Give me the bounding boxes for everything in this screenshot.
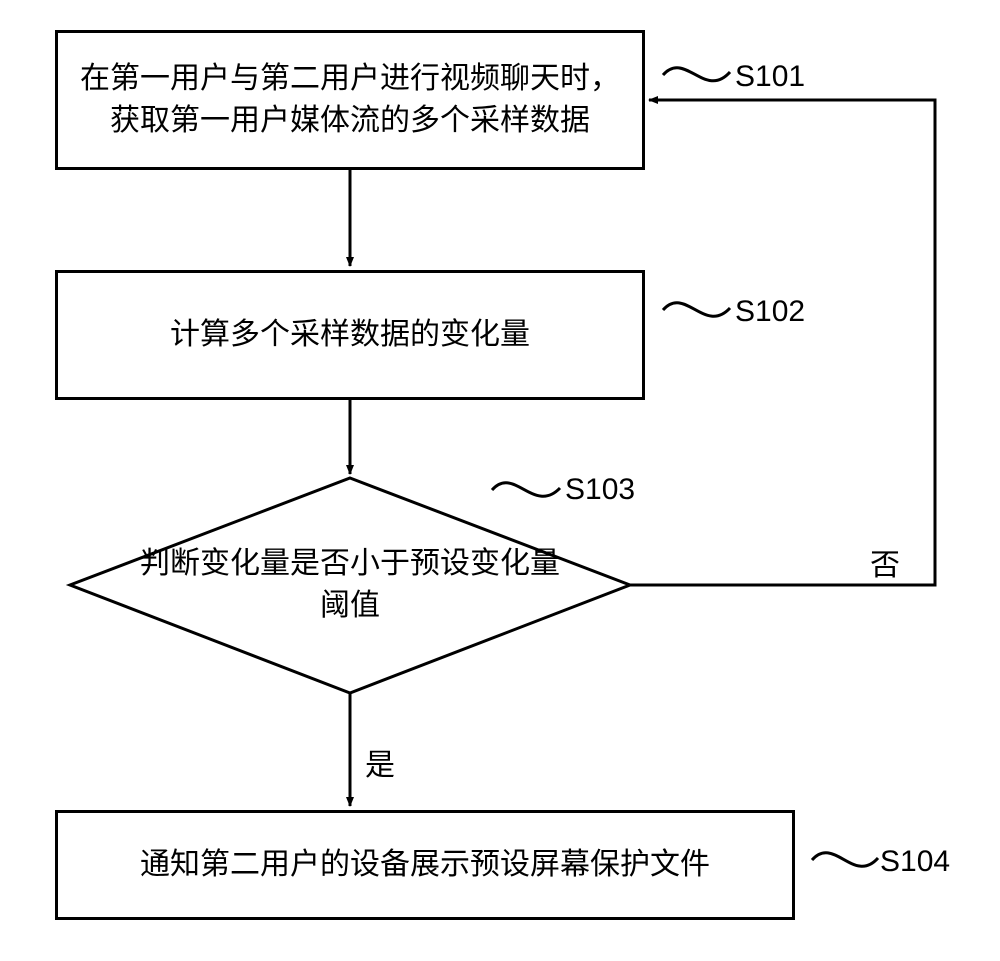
step-s103-text: 判断变化量是否小于预设变化量阈值 (130, 543, 570, 627)
curly-s103 (492, 483, 560, 496)
label-s104: S104 (880, 845, 950, 879)
edge-label-no: 否 (870, 540, 900, 584)
step-s103-text-wrap: 判断变化量是否小于预设变化量阈值 (130, 540, 570, 630)
step-s104-text: 通知第二用户的设备展示预设屏幕保护文件 (140, 844, 710, 886)
curly-s104 (812, 853, 878, 866)
label-s101: S101 (735, 60, 805, 94)
step-s102-text: 计算多个采样数据的变化量 (170, 314, 530, 356)
label-s103: S103 (565, 473, 635, 507)
edge-s103-s101 (630, 100, 935, 585)
curly-s102 (663, 303, 730, 316)
step-s104-box: 通知第二用户的设备展示预设屏幕保护文件 (55, 810, 795, 920)
step-s102-box: 计算多个采样数据的变化量 (55, 270, 645, 400)
curly-s101 (663, 68, 730, 81)
edge-label-yes: 是 (365, 740, 395, 784)
label-s102: S102 (735, 295, 805, 329)
step-s101-box: 在第一用户与第二用户进行视频聊天时，获取第一用户媒体流的多个采样数据 (55, 30, 645, 170)
step-s101-text: 在第一用户与第二用户进行视频聊天时，获取第一用户媒体流的多个采样数据 (78, 58, 622, 142)
